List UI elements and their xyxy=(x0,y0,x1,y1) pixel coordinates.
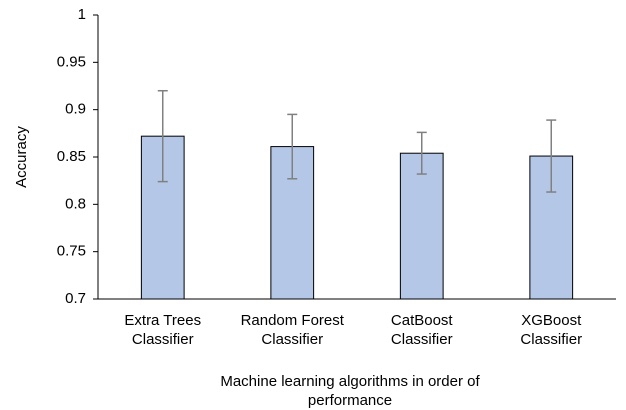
y-tick-label: 0.75 xyxy=(57,243,86,260)
y-tick-label: 0.8 xyxy=(65,195,86,212)
x-axis-title: Machine learning algorithms in order of … xyxy=(220,373,480,409)
x-tick-label: XGBoost Classifier xyxy=(520,312,583,348)
y-axis-title: Accuracy xyxy=(13,126,30,188)
y-tick-label: 0.7 xyxy=(65,290,86,307)
x-tick-label: Extra Trees Classifier xyxy=(124,312,202,348)
x-tick-label: CatBoost Classifier xyxy=(390,312,453,348)
y-tick-label: 0.95 xyxy=(57,53,86,70)
bar xyxy=(399,152,444,300)
y-tick-label: 1 xyxy=(78,6,86,23)
y-tick-label: 0.9 xyxy=(65,101,86,118)
y-tick-label: 0.85 xyxy=(57,148,86,165)
x-tick-label: Random Forest Classifier xyxy=(240,312,344,348)
